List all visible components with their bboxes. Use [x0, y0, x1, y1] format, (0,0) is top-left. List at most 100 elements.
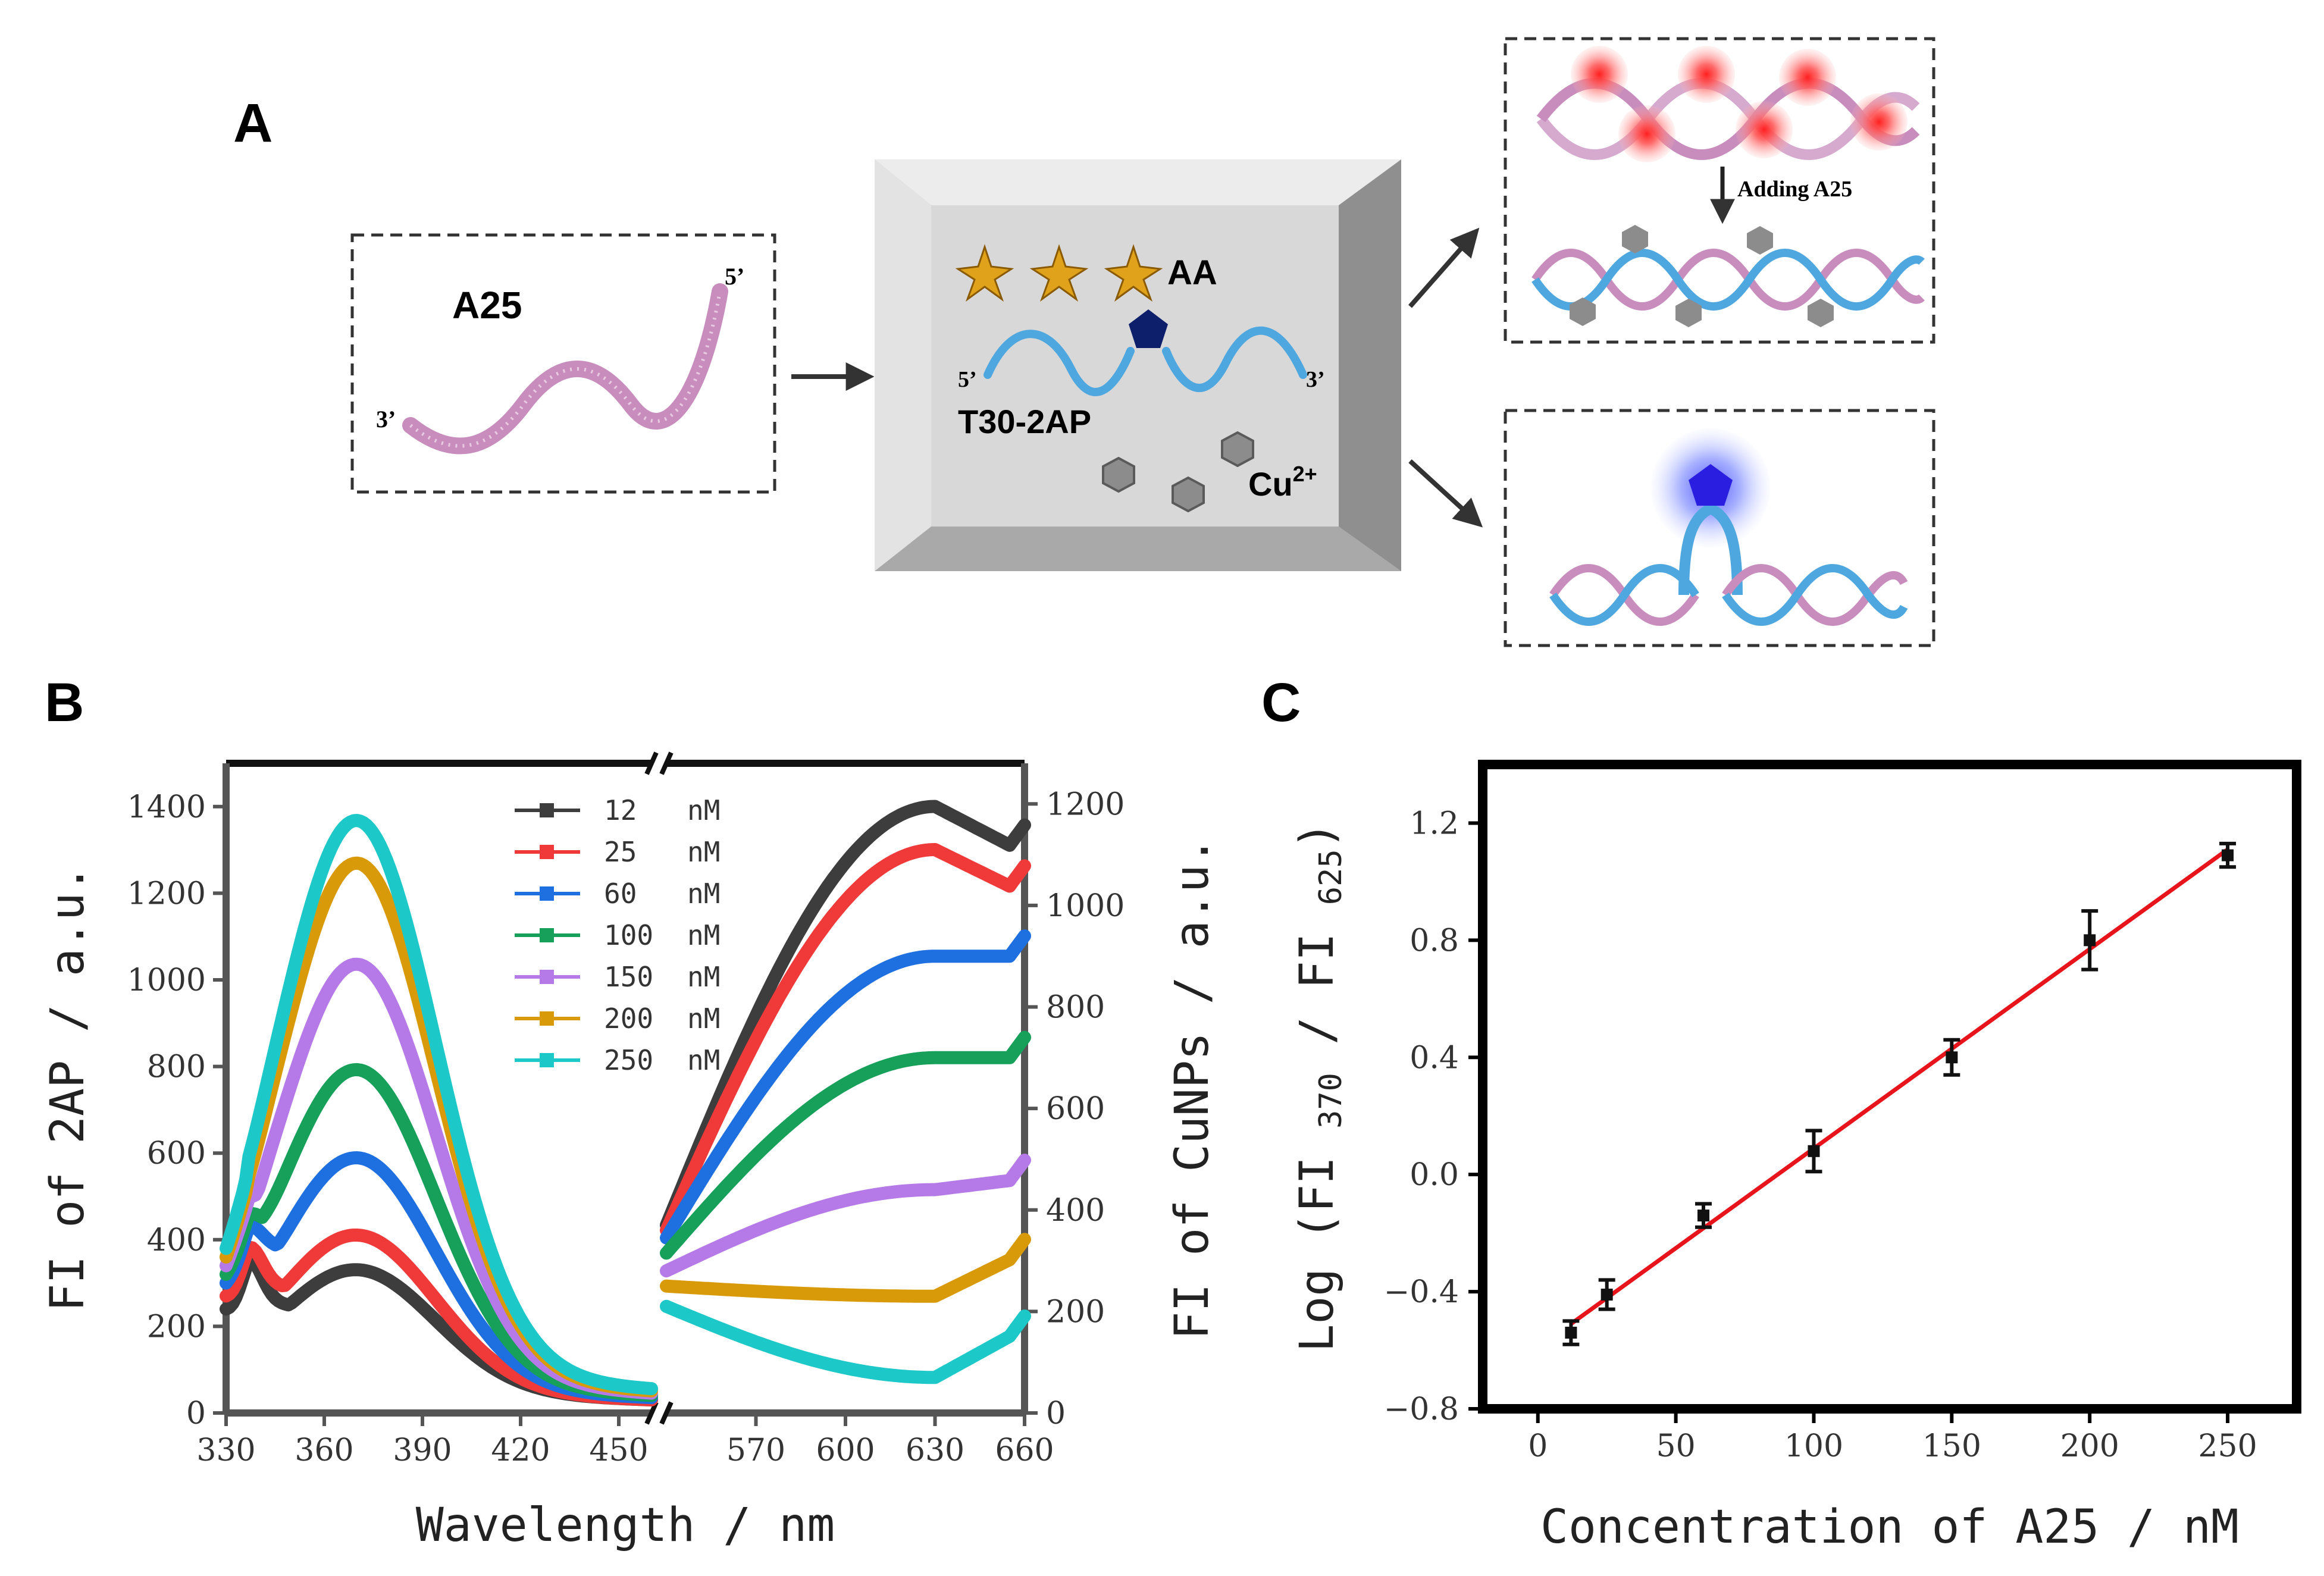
x-axis-title: Concentration of A25 / nM: [1540, 1500, 2239, 1554]
adding-label: Adding A25: [1737, 177, 1852, 202]
x-tick-label: 200: [2060, 1428, 2119, 1464]
panel-a-scheme: A A25 5’ 3’ AA 5’ 3’ T30-2AP: [233, 37, 1935, 647]
arrow-to-with-target: [1408, 227, 1480, 308]
ascorbic-acid-stars: [955, 244, 1163, 302]
y-right-tick-label: 200: [1046, 1294, 1105, 1330]
x-tick-label: 0: [1528, 1428, 1548, 1464]
plot-frame: [1478, 760, 2301, 1414]
series-cunps-line: [660, 929, 1031, 1245]
legend-value: 150: [604, 961, 653, 993]
legend-swatch-marker: [540, 886, 554, 901]
legend-unit: nM: [687, 1002, 720, 1035]
hexagon-icon: [1747, 226, 1773, 255]
legend-swatch-marker: [540, 845, 554, 859]
panel-c-calibration: C −0.8 −0.4 0.0 0.4 0.8 1.2 0 50 100 150 200 250 Con…: [1261, 672, 2301, 1554]
legend-unit: nM: [687, 961, 720, 993]
y-left-tick-label: 400: [147, 1223, 206, 1258]
star-icon: [1104, 244, 1163, 302]
hexagon-icon: [1808, 299, 1834, 327]
probe-5prime-label: 5’: [958, 367, 977, 392]
legend-value: 250: [604, 1044, 653, 1076]
fit-line: [1570, 847, 2229, 1326]
probe-ssdna-strand: [984, 326, 1307, 396]
axis-break-mark: [644, 751, 659, 775]
legend-value: 200: [604, 1002, 653, 1035]
x-axis-title: Wavelength / nm: [416, 1499, 835, 1552]
panel-c-label: C: [1261, 672, 1301, 733]
y-tick-label: −0.8: [1384, 1392, 1459, 1427]
with-target-box: [1504, 37, 1935, 344]
legend-value: 100: [604, 919, 653, 951]
probe-3prime-label: 3’: [1306, 367, 1325, 392]
y-left-tick-label: 0: [186, 1396, 206, 1431]
x-tick-label: 420: [491, 1433, 550, 1468]
pentagon-2ap-icon: [1689, 464, 1733, 506]
series-cunps-line: [660, 1299, 1031, 1384]
data-point: [1565, 1327, 1577, 1339]
y-left-tick-label: 1400: [127, 789, 206, 825]
x-tick-label: 250: [2198, 1428, 2257, 1464]
spectra-plot-area: 0 200 400 600 800 1000 1200 1400 0 200 400 600 800 10…: [41, 751, 1219, 1552]
series-2ap-line: [220, 814, 658, 1396]
x-tick-label: 330: [196, 1433, 255, 1468]
probe-label: T30-2AP: [958, 403, 1091, 440]
star-icon: [1029, 244, 1089, 302]
y-axis-title-part: Log (: [1291, 1212, 1344, 1352]
y-left-axis-title: FI of 2AP / a.u.: [41, 864, 95, 1311]
target-5prime-label: 5’: [725, 263, 744, 290]
y-axis-title-part: 370: [1313, 1073, 1349, 1129]
x-tick-label: 360: [295, 1433, 353, 1468]
y-left-tick-label: 800: [147, 1049, 206, 1085]
y-right-tick-label: 400: [1046, 1193, 1105, 1229]
y-axis-title-part: FI: [1291, 1129, 1344, 1212]
y-axis-title-part: 625: [1313, 849, 1349, 905]
target-3prime-label: 3’: [376, 406, 396, 433]
legend-unit: nM: [687, 836, 720, 868]
cunp-glow-icon: [1678, 46, 1735, 103]
y-right-tick-label: 1200: [1046, 787, 1125, 822]
y-tick-label: 0.8: [1410, 923, 1459, 958]
without-target-box: [1504, 409, 1935, 647]
series-cunps-line: [660, 1154, 1031, 1278]
x-tick-label: 570: [726, 1433, 785, 1468]
pentagon-2ap-icon: [1129, 309, 1168, 348]
legend-value: 25: [604, 836, 637, 868]
legend-value: 12: [604, 794, 637, 826]
y-tick-label: 0.0: [1410, 1157, 1459, 1193]
panel-b-spectra: B 0 200 400 600 800 1000 1200 1400 0 200 400 600 800…: [41, 672, 1219, 1552]
legend-unit: nM: [687, 1044, 720, 1076]
cunp-glow-icon: [1736, 101, 1793, 158]
ion-label: Cu2+: [1248, 462, 1317, 503]
x-tick-label: 50: [1656, 1428, 1696, 1464]
series-cunps-line: [660, 800, 1031, 1232]
y-axis-title-part: / FI: [1291, 905, 1344, 1073]
data-point: [1946, 1051, 1958, 1064]
legend-value: 60: [604, 878, 637, 910]
panel-b-label: B: [45, 672, 84, 733]
y-right-tick-label: 800: [1046, 990, 1105, 1026]
y-axis-title-part: ): [1291, 821, 1344, 849]
y-left-tick-label: 200: [147, 1309, 206, 1345]
data-point: [1808, 1145, 1820, 1157]
x-tick-label: 450: [589, 1433, 648, 1468]
hexagon-icon: [1570, 297, 1596, 326]
axis-break-mark: [659, 751, 674, 775]
data-point: [2084, 934, 2096, 947]
x-tick-label: 600: [816, 1433, 875, 1468]
dsdna-with-cunps: [1536, 46, 1920, 162]
ion-symbol: Cu: [1248, 465, 1293, 503]
reagent-label: AA: [1167, 253, 1217, 292]
legend-swatch-marker: [540, 928, 554, 942]
hexagon-icon: [1102, 456, 1135, 493]
data-point: [1601, 1289, 1613, 1301]
ion-charge: 2+: [1293, 462, 1317, 486]
axis-break-mark: [659, 1401, 674, 1425]
legend-swatch-marker: [540, 1011, 554, 1026]
hexagon-icon: [1675, 299, 1702, 327]
y-right-axis-title: FI of CuNPs / a.u.: [1166, 836, 1219, 1339]
hexagon-icon: [1622, 225, 1648, 253]
series-cunps-line: [660, 1030, 1031, 1260]
hairpin-2ap: [1549, 428, 1908, 626]
x-tick-label: 660: [995, 1433, 1054, 1468]
data-point: [2222, 849, 2234, 861]
